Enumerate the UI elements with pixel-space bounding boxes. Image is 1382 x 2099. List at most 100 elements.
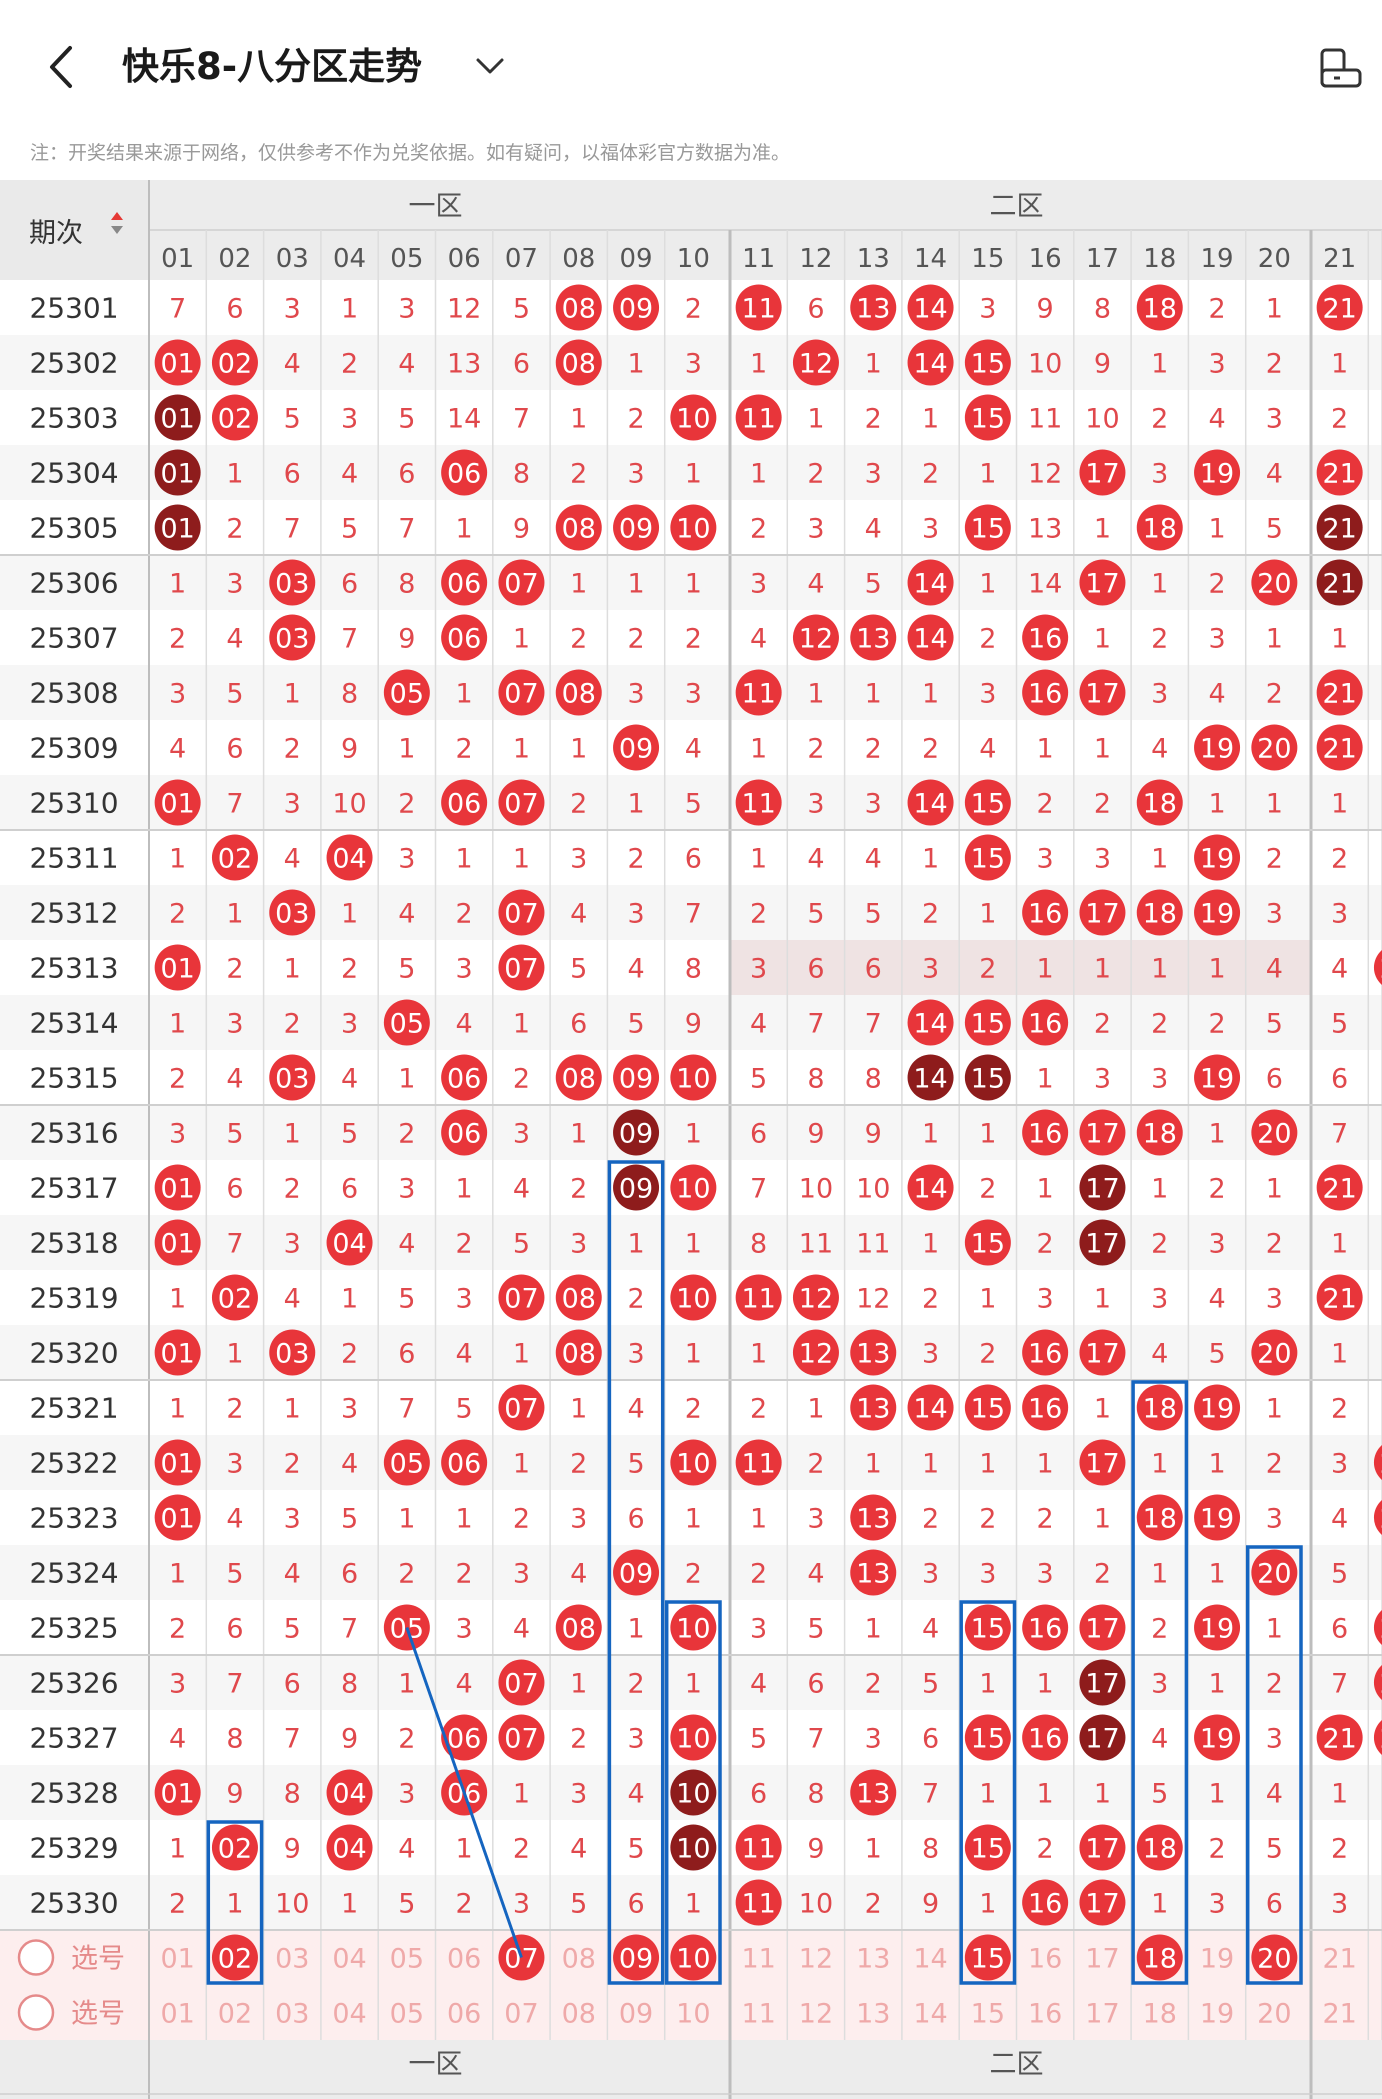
miss-count: 1 (750, 349, 767, 380)
ball-number: 18 (1143, 1834, 1177, 1865)
miss-count: 2 (284, 734, 301, 765)
selected-ball[interactable] (1251, 1934, 1298, 1981)
draw-ball (792, 1329, 839, 1376)
miss-count: 2 (570, 1174, 587, 1205)
miss-count: 10 (1085, 404, 1119, 435)
miss-count: 5 (750, 1724, 767, 1755)
selected-ball[interactable] (211, 1934, 258, 1981)
select-number[interactable]: 01 (160, 1944, 194, 1975)
select-number[interactable]: 11 (741, 1944, 775, 1975)
miss-count: 2 (979, 624, 996, 655)
select-number[interactable]: 21 (1322, 1944, 1356, 1975)
selected-ball[interactable] (613, 1934, 660, 1981)
miss-count: 2 (169, 1614, 186, 1645)
select-number[interactable]: 05 (390, 1999, 424, 2030)
select-number[interactable]: 09 (619, 1999, 653, 2030)
miss-count: 7 (922, 1779, 939, 1810)
draw-ball (1316, 1714, 1363, 1761)
miss-count: 2 (169, 624, 186, 655)
draw-ball (735, 284, 782, 331)
miss-count: 7 (398, 514, 415, 545)
miss-count: 6 (226, 1614, 243, 1645)
select-number[interactable]: 08 (562, 1999, 596, 2030)
sort-desc-icon[interactable] (111, 226, 123, 234)
select-number[interactable]: 13 (856, 1944, 890, 1975)
miss-count: 4 (570, 1834, 587, 1865)
ball-number: 09 (619, 734, 653, 765)
period-number: 25327 (29, 1722, 118, 1755)
page-title[interactable]: 快乐8-八分区走势 (122, 45, 423, 88)
selected-ball[interactable] (670, 1934, 717, 1981)
select-number[interactable]: 19 (1200, 1999, 1234, 2030)
selected-ball[interactable] (1136, 1934, 1183, 1981)
miss-count: 5 (341, 1119, 358, 1150)
select-number[interactable]: 05 (390, 1944, 424, 1975)
ball-number: 11 (741, 1834, 775, 1865)
period-number: 25316 (29, 1117, 118, 1150)
miss-count: 3 (750, 1614, 767, 1645)
select-number[interactable]: 10 (676, 1999, 710, 2030)
select-number[interactable]: 14 (913, 1999, 947, 2030)
select-number[interactable]: 18 (1143, 1999, 1177, 2030)
ball-number: 10 (676, 1724, 710, 1755)
period-number: 25305 (29, 512, 118, 545)
select-number[interactable]: 03 (275, 1999, 309, 2030)
miss-count: 7 (341, 624, 358, 655)
ball-number: 15 (971, 1614, 1005, 1645)
select-number[interactable]: 14 (913, 1944, 947, 1975)
select-number[interactable]: 21 (1322, 1999, 1356, 2030)
select-number[interactable]: 17 (1085, 1944, 1119, 1975)
select-number[interactable]: 11 (741, 1999, 775, 2030)
selected-ball[interactable] (964, 1934, 1011, 1981)
select-number[interactable]: 19 (1200, 1944, 1234, 1975)
select-number[interactable]: 16 (1028, 1999, 1062, 2030)
select-number[interactable]: 03 (275, 1944, 309, 1975)
select-number[interactable]: 01 (160, 1999, 194, 2030)
rotate-screen-icon[interactable] (1318, 46, 1364, 92)
select-number[interactable]: 04 (332, 1999, 366, 2030)
table-row (0, 1985, 1382, 2040)
select-number[interactable]: 17 (1085, 1999, 1119, 2030)
period-number: 25307 (29, 622, 118, 655)
select-number[interactable]: 12 (799, 1999, 833, 2030)
column-header: 01 (161, 244, 194, 274)
draw-ball (1022, 1109, 1069, 1156)
miss-count: 3 (570, 1779, 587, 1810)
ball-number: 21 (1322, 734, 1356, 765)
select-radio[interactable] (17, 1939, 55, 1976)
ball-number: 19 (1200, 1504, 1234, 1535)
period-number: 25319 (29, 1282, 118, 1315)
miss-count: 7 (807, 1724, 824, 1755)
draw-ball (964, 779, 1011, 826)
select-radio[interactable] (17, 1994, 55, 2031)
miss-count: 4 (627, 954, 644, 985)
period-number: 25304 (29, 457, 118, 490)
select-number[interactable]: 08 (562, 1944, 596, 1975)
miss-count: 1 (922, 1229, 939, 1260)
miss-count: 3 (750, 954, 767, 985)
select-number[interactable]: 13 (856, 1999, 890, 2030)
chevron-down-icon[interactable] (470, 46, 510, 86)
select-number[interactable]: 20 (1257, 1999, 1291, 2030)
miss-count: 5 (284, 1614, 301, 1645)
select-number[interactable]: 16 (1028, 1944, 1062, 1975)
draw-ball (154, 1164, 201, 1211)
select-number[interactable]: 12 (799, 1944, 833, 1975)
back-icon[interactable] (40, 40, 84, 94)
sort-asc-icon[interactable] (111, 212, 123, 220)
ball-number: 15 (971, 1009, 1005, 1040)
select-number[interactable]: 04 (332, 1944, 366, 1975)
select-number[interactable]: 07 (504, 1999, 538, 2030)
miss-count: 5 (513, 294, 530, 325)
period-header[interactable]: 期次 (29, 218, 83, 249)
period-number: 25329 (29, 1832, 118, 1865)
select-number[interactable]: 06 (447, 1999, 481, 2030)
ball-number: 01 (160, 349, 194, 380)
miss-count: 1 (1094, 1779, 1111, 1810)
draw-ball (907, 559, 954, 606)
select-number[interactable]: 02 (218, 1999, 252, 2030)
miss-count: 1 (1151, 1889, 1168, 1920)
select-number[interactable]: 06 (447, 1944, 481, 1975)
draw-ball (792, 339, 839, 386)
select-number[interactable]: 15 (971, 1999, 1005, 2030)
